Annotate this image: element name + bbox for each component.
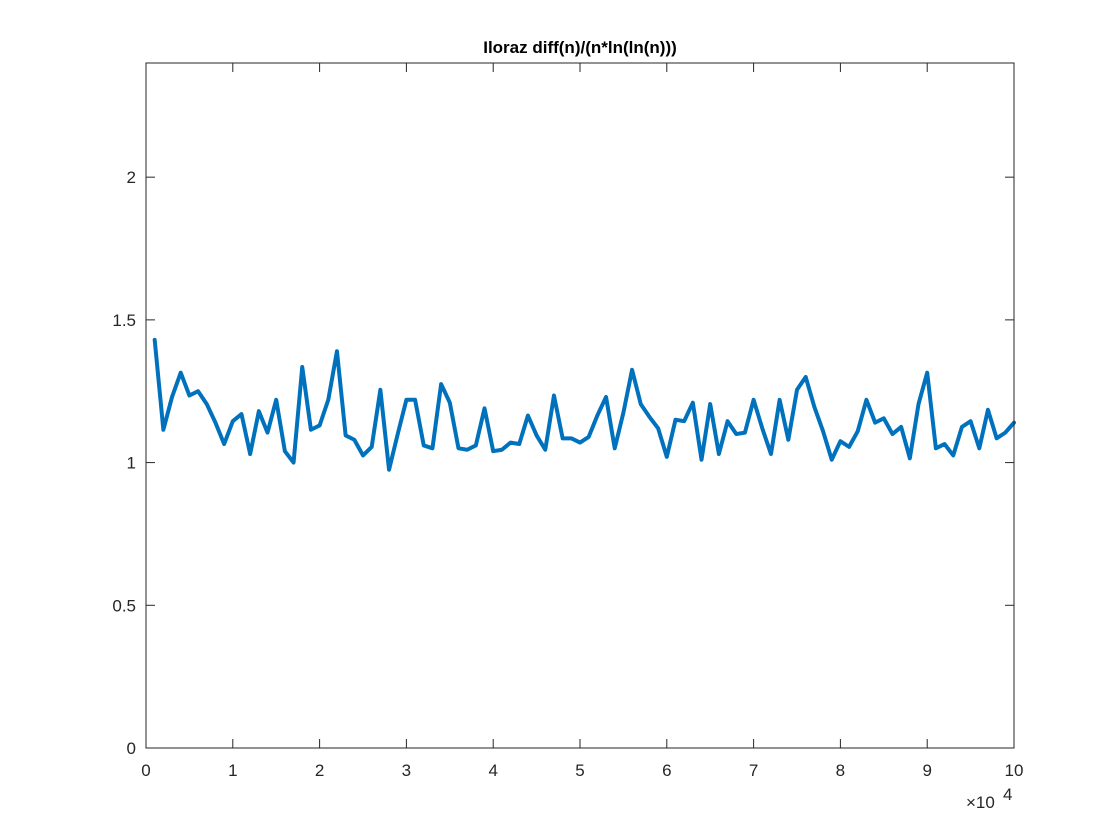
x-tick-label: 2 xyxy=(315,761,324,780)
x-exponent-label: ×10 4 xyxy=(966,785,1012,812)
y-tick-label: 2 xyxy=(127,168,136,187)
x-exponent-base: ×10 xyxy=(966,793,995,812)
x-tick-label: 8 xyxy=(836,761,845,780)
x-tick-label: 7 xyxy=(749,761,758,780)
x-tick-label: 6 xyxy=(662,761,671,780)
x-tick-label: 1 xyxy=(228,761,237,780)
ticks-layer: 0 1 2 3 4 5 6 7 8 9 10 0 0.5 1 1.5 2 xyxy=(112,63,1023,780)
y-tick-label: 1 xyxy=(127,454,136,473)
y-tick-label: 0.5 xyxy=(112,596,136,615)
series-line-0 xyxy=(152,337,1016,472)
x-tick-label: 3 xyxy=(402,761,411,780)
x-tick-label: 0 xyxy=(141,761,150,780)
y-tick-label: 1.5 xyxy=(112,311,136,330)
x-exponent-power: 4 xyxy=(1003,785,1012,804)
x-tick-label: 4 xyxy=(488,761,497,780)
series-layer xyxy=(152,337,1016,472)
y-tick-label: 0 xyxy=(127,739,136,758)
x-tick-label: 5 xyxy=(575,761,584,780)
chart-title: Iloraz diff(n)/(n*ln(ln(n))) xyxy=(483,38,677,57)
x-tick-label: 9 xyxy=(922,761,931,780)
x-tick-label: 10 xyxy=(1005,761,1024,780)
